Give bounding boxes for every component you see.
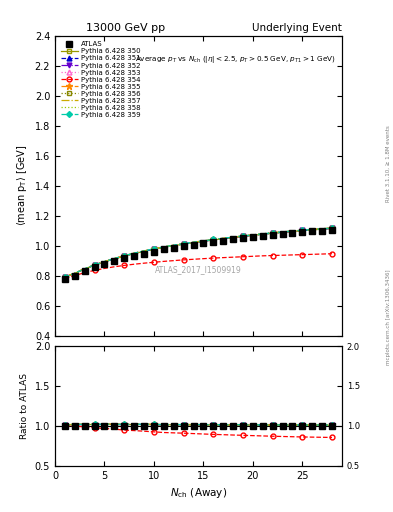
Legend: ATLAS, Pythia 6.428 350, Pythia 6.428 351, Pythia 6.428 352, Pythia 6.428 353, P: ATLAS, Pythia 6.428 350, Pythia 6.428 35… [59,39,143,120]
Text: Rivet 3.1.10, ≥ 1.8M events: Rivet 3.1.10, ≥ 1.8M events [386,125,391,202]
Y-axis label: $\langle$mean p$_{\mathrm{T}}\rangle$ [GeV]: $\langle$mean p$_{\mathrm{T}}\rangle$ [G… [15,145,29,226]
Text: 13000 GeV pp: 13000 GeV pp [86,23,165,33]
Text: mcplots.cern.ch [arXiv:1306.3436]: mcplots.cern.ch [arXiv:1306.3436] [386,270,391,365]
Text: Underlying Event: Underlying Event [252,23,342,33]
Text: Average $p_T$ vs $N_{\rm ch}$ ($|\eta|<2.5$, $p_T>0.5$ GeV, $p_{T1}>1$ GeV): Average $p_T$ vs $N_{\rm ch}$ ($|\eta|<2… [135,54,336,65]
Text: ATLAS_2017_I1509919: ATLAS_2017_I1509919 [155,265,242,274]
X-axis label: $N_{\rm ch}$ (Away): $N_{\rm ch}$ (Away) [170,486,227,500]
Y-axis label: Ratio to ATLAS: Ratio to ATLAS [20,373,29,439]
